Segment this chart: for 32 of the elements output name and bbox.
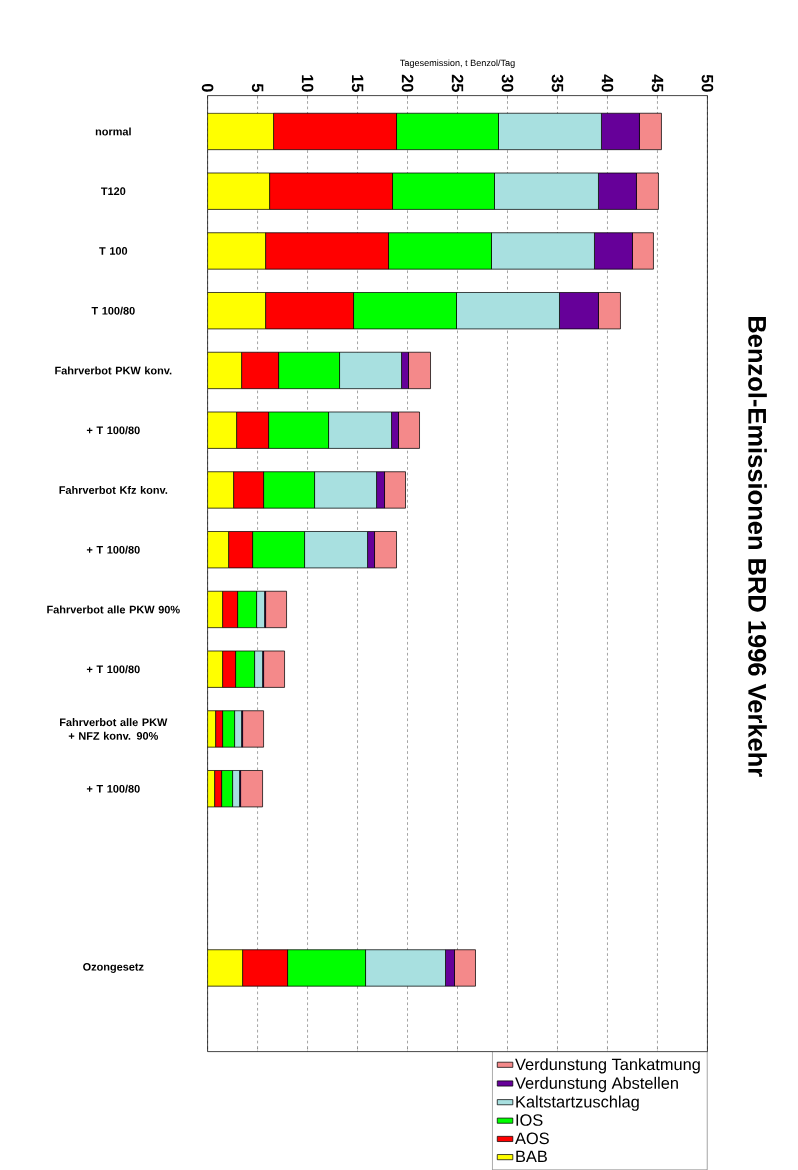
legend-label: Verdunstung Tankatmung	[514, 1058, 700, 1074]
y-tick-label: T120	[100, 187, 126, 196]
y-tick-label: Fahrverbot alle PKW + NFZ konv. 90%	[59, 718, 168, 740]
legend-label: BAB	[516, 1150, 547, 1163]
text: Benzol-Emissionen BRD 1996 Verkehr	[747, 317, 767, 777]
legend-label: Kaltstartzuschlag	[516, 1095, 639, 1111]
x-tick-label: 25	[451, 74, 464, 92]
y-tick-label: T 100	[98, 247, 127, 255]
y-tick-label: + T 100/80	[86, 545, 140, 554]
x-tick-label: 15	[351, 75, 364, 92]
x-tick-label: 35	[551, 74, 564, 92]
y-tick-label: Ozongesetz	[82, 962, 144, 973]
x-tick-label: 20	[401, 74, 414, 92]
legend-label: Verdunstung Abstellen	[514, 1076, 678, 1093]
x-tick-label: 40	[601, 74, 614, 92]
legend-label: AOS	[514, 1132, 549, 1145]
x-tick-label: 10	[301, 75, 314, 92]
y-tick-label: Fahrverbot alle PKW 90%	[47, 605, 180, 614]
x-tick-label: 0	[201, 83, 214, 92]
x-tick-label: 45	[651, 74, 663, 92]
y-tick-label: T 100/80	[91, 306, 135, 315]
x-axis-title: Tagesemission, t Benzol/Tag	[399, 59, 515, 68]
y-tick-label: normal	[95, 127, 131, 136]
x-tick-label: 5	[251, 83, 264, 92]
x-tick-label: 30	[501, 74, 514, 92]
x-tick-label: 50	[701, 74, 714, 92]
legend-label: IOS	[516, 1114, 543, 1126]
y-tick-label: + T 100/80	[86, 665, 140, 674]
y-tick-label: Fahrverbot PKW konv.	[55, 366, 172, 375]
y-tick-label: + T 100/80	[86, 426, 140, 435]
y-tick-label: Fahrverbot Kfz konv.	[59, 485, 167, 494]
y-tick-label: + T 100/80	[86, 784, 140, 793]
